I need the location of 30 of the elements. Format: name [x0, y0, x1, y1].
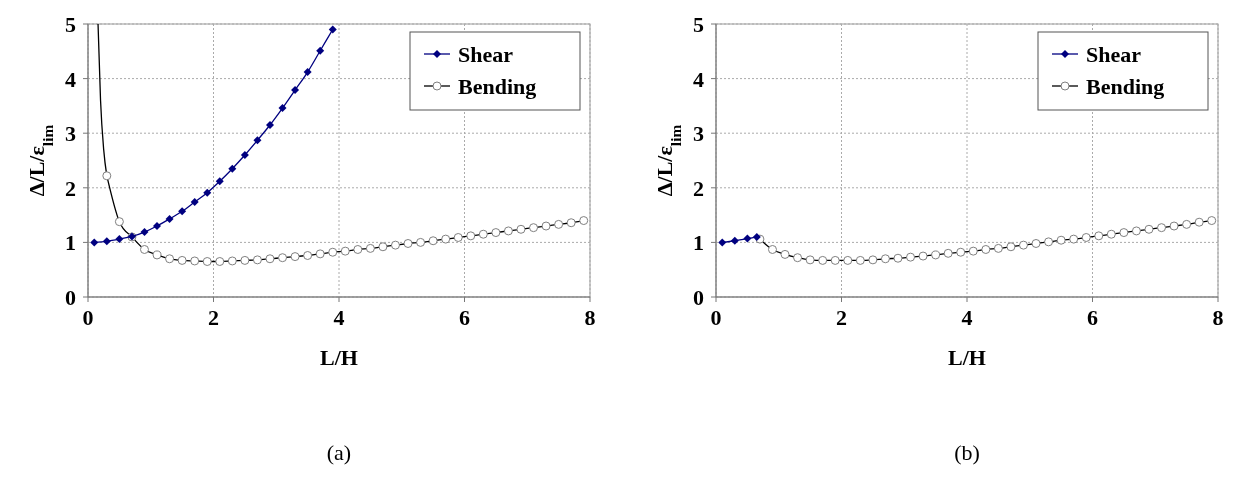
x-tick-label: 4 — [961, 305, 973, 330]
x-tick-label: 6 — [459, 305, 470, 330]
x-tick-label: 8 — [584, 305, 596, 330]
x-tick-label: 8 — [1212, 305, 1224, 330]
legend-label: Bending — [1086, 74, 1165, 99]
x-tick-label: 4 — [333, 305, 345, 330]
x-tick-label: 2 — [836, 305, 847, 330]
x-tick-label: 0 — [82, 305, 94, 330]
y-tick-label: 4 — [693, 66, 704, 92]
y-tick-label: 0 — [693, 285, 704, 310]
legend-label: Bending — [458, 74, 537, 99]
text: (b) — [954, 440, 980, 465]
y-tick-label: 1 — [65, 230, 76, 256]
x-tick-label: 2 — [208, 305, 219, 330]
x-axis-title: L/H — [320, 345, 358, 370]
y-tick-label: 5 — [693, 12, 704, 37]
y-tick-label: 3 — [693, 121, 704, 147]
y-tick-label: 5 — [65, 12, 76, 37]
y-tick-label: 0 — [65, 285, 76, 310]
y-tick-label: 4 — [65, 66, 76, 92]
y-tick-label: 3 — [65, 121, 76, 147]
y-tick-label: 2 — [693, 175, 704, 201]
x-tick-label: 6 — [1087, 305, 1098, 330]
y-tick-label: 2 — [65, 175, 76, 201]
legend-label: Shear — [458, 42, 514, 67]
y-tick-label: 1 — [693, 230, 704, 256]
x-tick-label: 0 — [710, 305, 722, 330]
text: (a) — [326, 440, 352, 465]
x-axis-title: L/H — [948, 345, 986, 370]
legend-label: Shear — [1086, 42, 1142, 67]
